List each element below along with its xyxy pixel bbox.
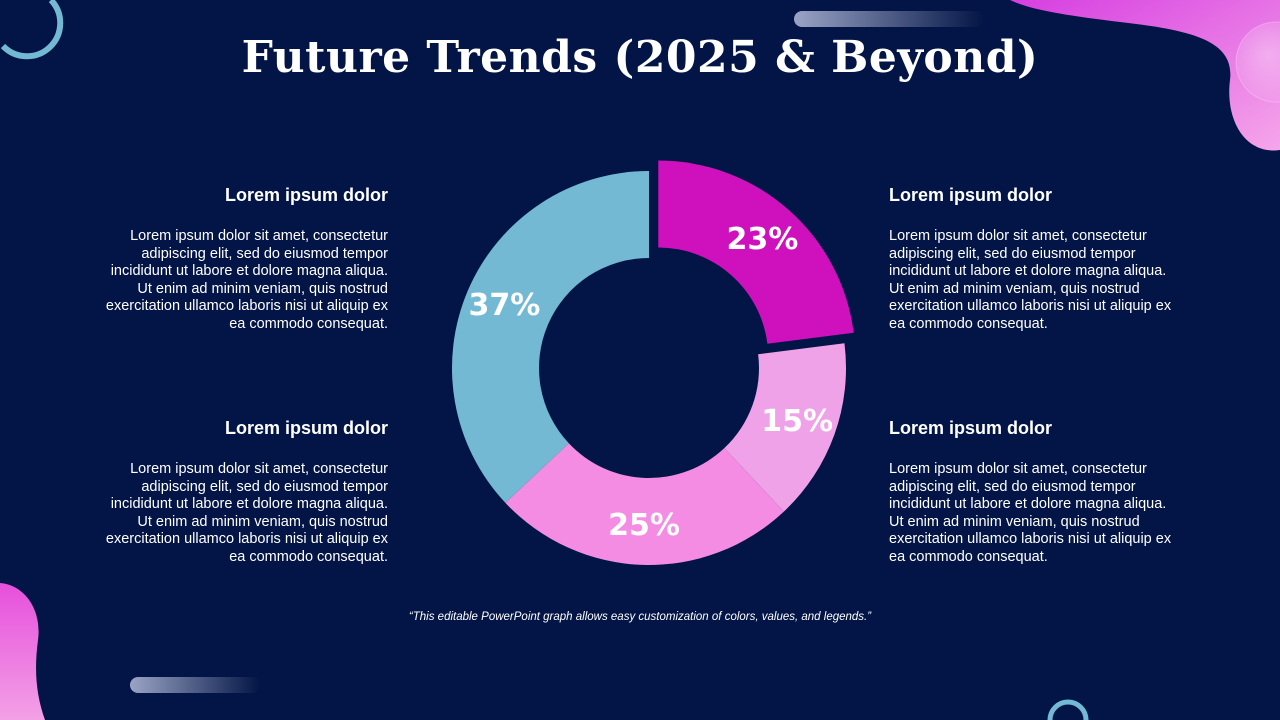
bottom-right-ring [1047,699,1089,720]
footnote: “This editable PowerPoint graph allows e… [408,611,872,623]
top-fade-bar [794,11,984,27]
block-heading: Lorem ipsum dolor [224,185,388,205]
donut-slice-4 [452,171,649,503]
donut-slice-2 [724,343,846,512]
donut-slice-3 [505,443,784,565]
slice-label-2: 15% [761,404,833,439]
text-block-bottom-left: Lorem ipsum dolor Lorem ipsum dolor sit … [98,417,388,567]
block-body: Lorem ipsum dolor sit amet, consectetur … [105,461,388,565]
top-right-blob [1010,0,1280,151]
block-body: Lorem ipsum dolor sit amet, consectetur … [889,228,1172,332]
slice-label-1: 23% [727,222,799,257]
block-heading: Lorem ipsum dolor [889,185,1053,205]
block-body: Lorem ipsum dolor sit amet, consectetur … [105,228,388,332]
slice-label-4: 37% [469,288,541,323]
top-right-bubble [1235,21,1280,103]
donut-slice-1 [658,160,854,344]
slice-label-3: 25% [608,508,680,543]
block-heading: Lorem ipsum dolor [889,418,1053,438]
block-heading: Lorem ipsum dolor [224,418,388,438]
block-body: Lorem ipsum dolor sit amet, consectetur … [889,461,1172,565]
top-left-ring [0,0,64,60]
text-block-top-right: Lorem ipsum dolor Lorem ipsum dolor sit … [889,184,1179,334]
bottom-left-blob [0,583,45,720]
page-title: Future Trends (2025 & Beyond) [241,32,1039,83]
text-block-bottom-right: Lorem ipsum dolor Lorem ipsum dolor sit … [889,417,1179,567]
bottom-fade-bar [130,677,260,693]
text-block-top-left: Lorem ipsum dolor Lorem ipsum dolor sit … [98,184,388,334]
